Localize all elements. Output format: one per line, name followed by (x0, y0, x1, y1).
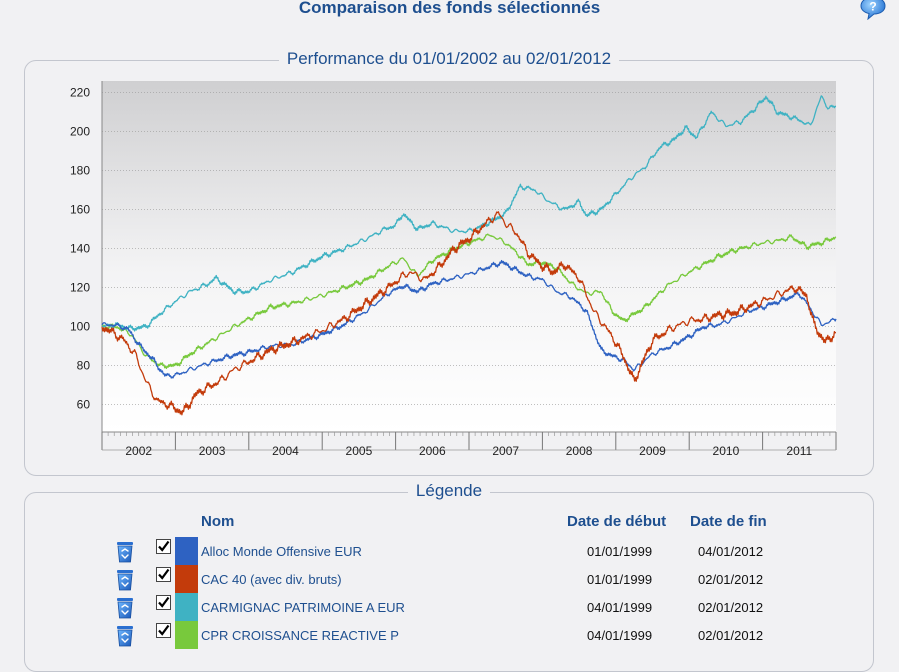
start-date: 01/01/1999 (587, 572, 653, 587)
y-tick-label: 160 (70, 203, 90, 217)
checkbox-checked[interactable] (156, 539, 171, 554)
x-tick-label: 2006 (419, 444, 446, 458)
color-swatch (175, 593, 198, 621)
fund-name: CAC 40 (avec div. bruts) (201, 572, 342, 587)
end-date: 02/01/2012 (698, 572, 764, 587)
x-tick-label: 2005 (346, 444, 373, 458)
legend-row: Alloc Monde Offensive EUR 01/01/1999 04/… (25, 537, 873, 565)
recycle-bin-icon[interactable] (115, 597, 135, 619)
legend-row: CPR CROISSANCE REACTIVE P 04/01/1999 02/… (25, 621, 873, 649)
page-title: Comparaison des fonds sélectionnés (298, 0, 601, 17)
legend-row: CARMIGNAC PATRIMOINE A EUR 04/01/1999 02… (25, 593, 873, 621)
end-date: 02/01/2012 (698, 600, 764, 615)
plot-background (102, 81, 836, 432)
column-header-start-date: Date de début (567, 513, 667, 530)
color-swatch (175, 565, 198, 593)
end-date: 04/01/2012 (698, 544, 764, 559)
chart-panel: Performance du 01/01/2002 au 02/01/2012 … (24, 49, 874, 476)
recycle-bin-icon[interactable] (115, 541, 135, 563)
column-header-end-date: Date de fin (690, 513, 767, 530)
end-date: 02/01/2012 (698, 628, 764, 643)
x-tick-label: 2009 (639, 444, 666, 458)
performance-chart: 60 80 100 120 140 160 180 200 220 2002 2003 2004 200… (70, 81, 837, 458)
x-tick-label: 2011 (786, 444, 812, 458)
chart-panel-caption: Performance du 01/01/2002 au 02/01/2012 (278, 49, 620, 68)
y-tick-label: 100 (70, 320, 90, 334)
x-tick-label: 2007 (492, 444, 519, 458)
y-tick-label: 220 (70, 86, 90, 100)
x-tick-label: 2002 (125, 444, 152, 458)
question-mark-icon[interactable]: ? (859, 0, 887, 20)
x-tick-label: 2010 (713, 444, 740, 458)
y-tick-label: 200 (70, 125, 90, 139)
y-tick-label: 140 (70, 242, 90, 256)
legend-panel: Légende Nom Date de début Date de fin Al… (24, 481, 874, 672)
series-line (101, 233, 837, 370)
series-line (101, 259, 837, 379)
legend-panel-caption: Légende (407, 481, 491, 500)
x-tick-label: 2004 (272, 444, 299, 458)
fund-name: Alloc Monde Offensive EUR (201, 544, 362, 559)
legend-row: CAC 40 (avec div. bruts) 01/01/1999 02/0… (25, 565, 873, 593)
series-line (101, 211, 837, 416)
recycle-bin-icon[interactable] (115, 625, 135, 647)
y-tick-label: 60 (77, 398, 91, 412)
column-header-name: Nom (201, 513, 235, 530)
y-tick-label: 120 (70, 281, 90, 295)
x-tick-label: 2003 (199, 444, 226, 458)
fund-name: CPR CROISSANCE REACTIVE P (201, 628, 399, 643)
y-tick-label: 180 (70, 164, 90, 178)
fund-name: CARMIGNAC PATRIMOINE A EUR (201, 600, 405, 615)
x-tick-label: 2008 (566, 444, 593, 458)
y-tick-label: 80 (77, 359, 91, 373)
start-date: 04/01/1999 (587, 628, 653, 643)
checkbox-checked[interactable] (156, 567, 171, 582)
start-date: 04/01/1999 (587, 600, 653, 615)
checkbox-checked[interactable] (156, 595, 171, 610)
series-line (101, 95, 837, 332)
color-swatch (175, 537, 198, 565)
color-swatch (175, 621, 198, 649)
start-date: 01/01/1999 (587, 544, 653, 559)
svg-text:?: ? (869, 0, 876, 14)
checkbox-checked[interactable] (156, 623, 171, 638)
recycle-bin-icon[interactable] (115, 569, 135, 591)
